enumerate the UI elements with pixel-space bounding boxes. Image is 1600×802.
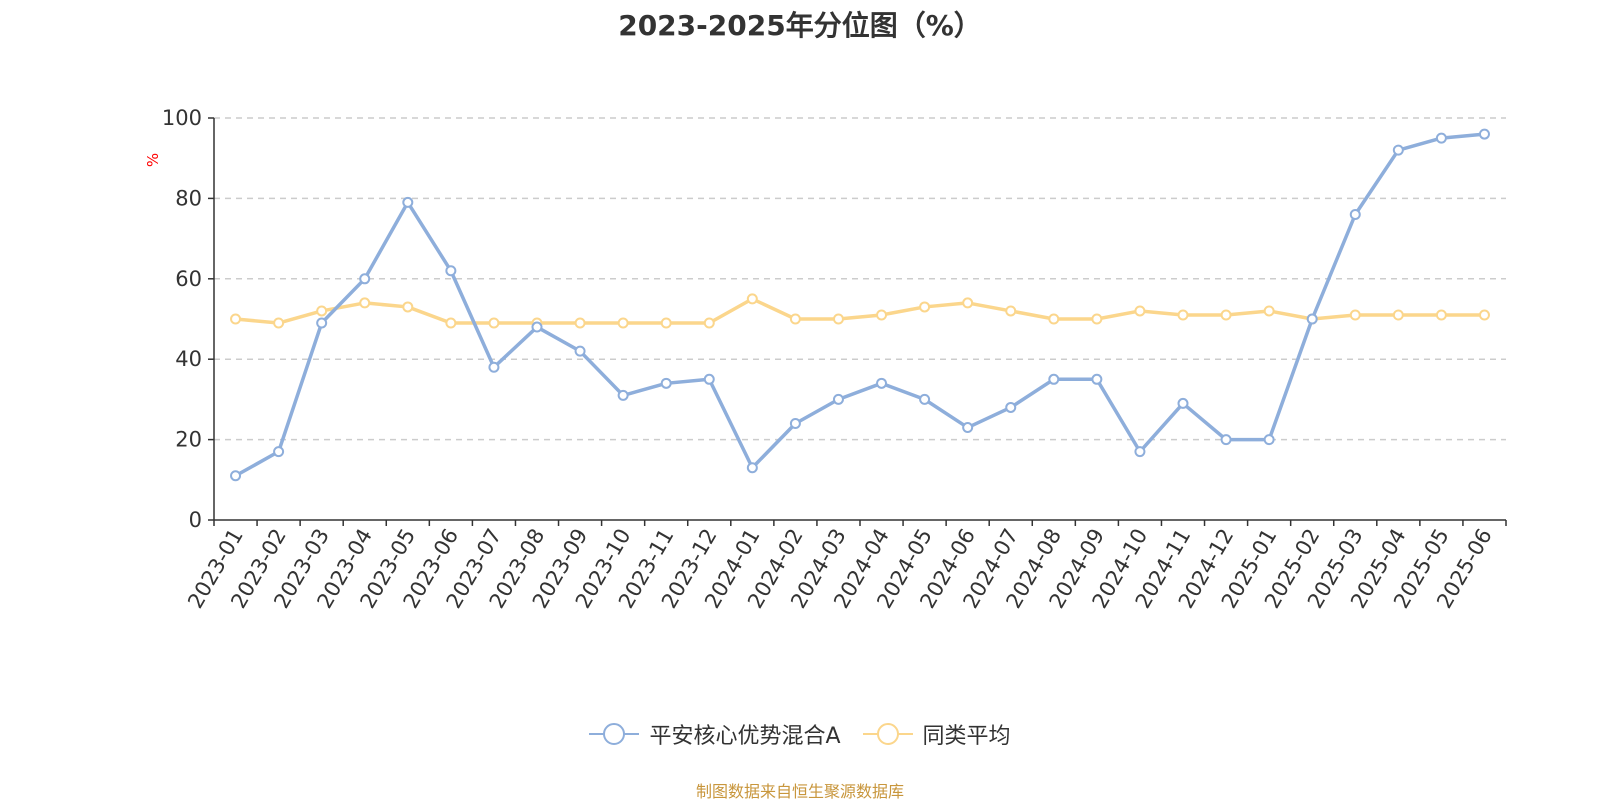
data-point xyxy=(1392,144,1404,156)
legend: 平安核心优势混合A 同类平均 xyxy=(0,718,1600,750)
data-point xyxy=(617,389,629,401)
data-point xyxy=(1435,309,1447,321)
y-tick-label: 0 xyxy=(189,508,202,532)
data-point xyxy=(660,377,672,389)
data-point xyxy=(660,317,672,329)
data-point xyxy=(1263,305,1275,317)
data-point xyxy=(1349,208,1361,220)
data-point xyxy=(832,313,844,325)
series-lines xyxy=(230,128,1490,482)
legend-swatch-series-1 xyxy=(589,723,640,745)
data-point xyxy=(359,273,371,285)
y-tick-label: 100 xyxy=(162,106,202,130)
y-tick-label: 60 xyxy=(175,267,202,291)
data-point xyxy=(402,196,414,208)
legend-label-series-2: 同类平均 xyxy=(922,724,1011,749)
data-point xyxy=(1306,313,1318,325)
data-point xyxy=(919,393,931,405)
data-point xyxy=(1134,446,1146,458)
data-point xyxy=(876,309,888,321)
y-axis-unit-label: % xyxy=(144,153,162,167)
series-line xyxy=(233,132,1487,478)
data-point xyxy=(1177,309,1189,321)
data-point xyxy=(789,313,801,325)
y-tick-label: 40 xyxy=(175,347,202,371)
data-point xyxy=(1392,309,1404,321)
data-point xyxy=(1220,309,1232,321)
data-point xyxy=(1091,313,1103,325)
data-point xyxy=(359,297,371,309)
data-point xyxy=(1005,401,1017,413)
data-point xyxy=(876,377,888,389)
data-point xyxy=(832,393,844,405)
legend-item-series-1[interactable]: 平安核心优势混合A xyxy=(589,718,841,750)
data-point xyxy=(445,265,457,277)
data-point xyxy=(1478,128,1490,140)
data-point xyxy=(1048,373,1060,385)
legend-item-series-2[interactable]: 同类平均 xyxy=(862,718,1011,750)
data-point xyxy=(574,317,586,329)
data-point xyxy=(1349,309,1361,321)
data-point xyxy=(1134,305,1146,317)
data-point xyxy=(316,317,328,329)
data-point xyxy=(703,373,715,385)
data-point xyxy=(488,361,500,373)
data-point xyxy=(316,305,328,317)
data-point xyxy=(1048,313,1060,325)
data-point xyxy=(1091,373,1103,385)
series-2 xyxy=(230,293,1490,329)
data-point xyxy=(273,446,285,458)
data-point xyxy=(1177,397,1189,409)
y-tick-label: 80 xyxy=(175,186,202,210)
data-point xyxy=(445,317,457,329)
series-1 xyxy=(230,128,1490,482)
data-point xyxy=(617,317,629,329)
data-point xyxy=(1005,305,1017,317)
data-point xyxy=(531,321,543,333)
y-tick-label: 20 xyxy=(175,428,202,452)
legend-label-series-1: 平安核心优势混合A xyxy=(649,724,841,749)
data-point xyxy=(962,297,974,309)
legend-swatch-series-2 xyxy=(862,723,913,745)
data-source-note: 制图数据来自恒生聚源数据库 xyxy=(695,782,904,801)
data-point xyxy=(1220,434,1232,446)
data-point xyxy=(1263,434,1275,446)
data-point xyxy=(703,317,715,329)
data-point xyxy=(230,313,242,325)
data-point xyxy=(962,422,974,434)
data-point xyxy=(746,293,758,305)
data-point xyxy=(574,345,586,357)
data-point xyxy=(789,418,801,430)
data-point xyxy=(488,317,500,329)
data-point xyxy=(746,462,758,474)
data-point xyxy=(919,301,931,313)
data-point xyxy=(1435,132,1447,144)
chart-title: 2023-2025年分位图（%） xyxy=(618,9,982,42)
data-point xyxy=(402,301,414,313)
data-point xyxy=(1478,309,1490,321)
series-line xyxy=(233,297,1487,325)
data-point xyxy=(273,317,285,329)
data-point xyxy=(230,470,242,482)
axes xyxy=(208,117,1507,526)
